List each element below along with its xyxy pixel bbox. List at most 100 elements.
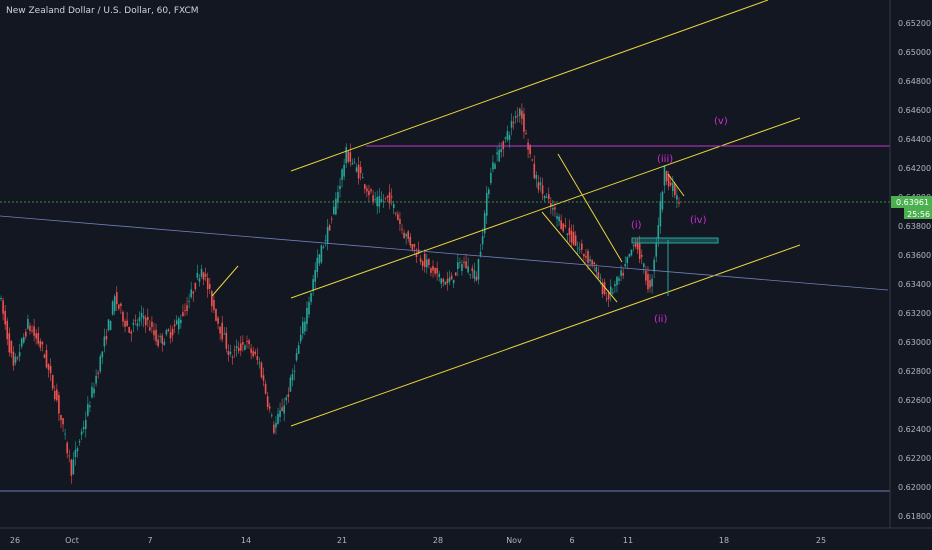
candle-body xyxy=(196,272,199,278)
candle-body xyxy=(616,276,618,286)
time-tick-label: 18 xyxy=(719,536,729,545)
candle-body xyxy=(47,364,50,370)
candle-body xyxy=(308,302,310,315)
candle-body xyxy=(570,230,573,243)
candle-body xyxy=(136,323,139,327)
candle-body xyxy=(624,263,627,267)
candle-body xyxy=(506,131,509,140)
candle-body xyxy=(49,365,52,374)
candle-body xyxy=(225,332,228,349)
channel-lower-line[interactable] xyxy=(290,244,801,427)
candle-body xyxy=(120,303,122,306)
candle-body xyxy=(512,122,515,124)
candle-body xyxy=(603,281,606,295)
price-tick-label: 0.62200 xyxy=(898,454,931,463)
candle-body xyxy=(380,199,383,202)
candle-body xyxy=(113,296,116,312)
candle-body xyxy=(22,336,25,343)
candle-body xyxy=(355,167,358,172)
candle-body xyxy=(330,218,333,220)
candle-body xyxy=(417,249,420,254)
candle-body xyxy=(213,299,215,310)
candle-body xyxy=(157,339,159,347)
channel-upper-line[interactable] xyxy=(290,0,769,172)
candle-body xyxy=(519,108,521,116)
candle-body xyxy=(177,318,180,330)
candle-body xyxy=(671,183,674,192)
target-zone[interactable] xyxy=(631,237,719,244)
candle-body xyxy=(41,341,44,345)
candle-body xyxy=(227,350,230,355)
candle-body xyxy=(6,320,9,340)
candle-body xyxy=(211,290,213,307)
candle-body xyxy=(568,227,571,235)
candle-body xyxy=(473,270,476,279)
candle-body xyxy=(444,281,447,285)
candle-body xyxy=(626,257,629,264)
candle-body xyxy=(134,320,137,322)
candle-body xyxy=(35,333,37,339)
candle-body xyxy=(281,407,283,412)
candle-body xyxy=(510,121,513,128)
time-tick-label: 28 xyxy=(433,536,443,545)
candle-body xyxy=(58,395,60,414)
candle-body xyxy=(254,351,257,354)
candle-body xyxy=(115,292,118,305)
candle-body xyxy=(386,195,389,198)
candle-body xyxy=(151,321,153,327)
candle-body xyxy=(103,336,106,347)
price-tick-label: 0.62000 xyxy=(898,483,931,492)
candle-body xyxy=(521,110,523,119)
candle-body xyxy=(632,245,635,247)
price-tick-label: 0.62800 xyxy=(898,367,931,376)
wedge-line-small-b[interactable] xyxy=(667,173,685,197)
channel-middle-line[interactable] xyxy=(290,117,801,299)
candle-body xyxy=(310,292,312,302)
time-tick-label: 21 xyxy=(337,536,347,545)
candle-body xyxy=(202,272,205,280)
candle-body xyxy=(651,278,653,287)
wedge-line-small-a[interactable] xyxy=(211,265,239,297)
time-axis[interactable]: 26 Oct 7 14 21 28 Nov 6 11 18 25 xyxy=(10,536,826,545)
price-tick-label: 0.63800 xyxy=(898,222,931,231)
candle-body xyxy=(223,333,226,335)
candle-body xyxy=(252,351,254,356)
candle-body xyxy=(426,259,428,268)
candle-body xyxy=(268,406,271,409)
candle-body xyxy=(504,137,507,139)
candle-body xyxy=(485,193,488,216)
candle-body xyxy=(676,195,678,200)
candle-body xyxy=(12,351,15,366)
candle-body xyxy=(364,184,366,189)
candle-body xyxy=(535,175,538,179)
candle-body xyxy=(66,442,68,454)
candle-body xyxy=(678,202,680,204)
wave-label-iv: (iv) xyxy=(690,215,707,226)
candle-body xyxy=(388,192,391,204)
candle-body xyxy=(438,273,441,278)
long-trendline[interactable] xyxy=(0,215,889,291)
candle-body xyxy=(132,322,135,325)
candles-layer xyxy=(0,103,680,484)
wedge-line-lower[interactable] xyxy=(541,211,618,303)
candle-body xyxy=(239,343,242,351)
wave-label-v: (v) xyxy=(714,116,728,127)
candle-body xyxy=(636,242,639,250)
candle-body xyxy=(237,347,240,352)
candle-body xyxy=(347,151,350,162)
time-tick-label: Oct xyxy=(65,536,79,545)
candle-body xyxy=(459,262,461,264)
candle-body xyxy=(452,279,455,284)
candle-body xyxy=(638,243,641,260)
candle-body xyxy=(107,319,110,331)
candle-body xyxy=(541,185,544,194)
countdown-badge xyxy=(904,208,932,219)
candle-body xyxy=(260,362,263,378)
candle-body xyxy=(620,270,622,276)
candle-body xyxy=(411,244,414,250)
candle-body xyxy=(273,424,275,433)
candle-body xyxy=(531,159,534,161)
candle-body xyxy=(314,269,316,282)
wedge-line-upper[interactable] xyxy=(557,153,623,263)
